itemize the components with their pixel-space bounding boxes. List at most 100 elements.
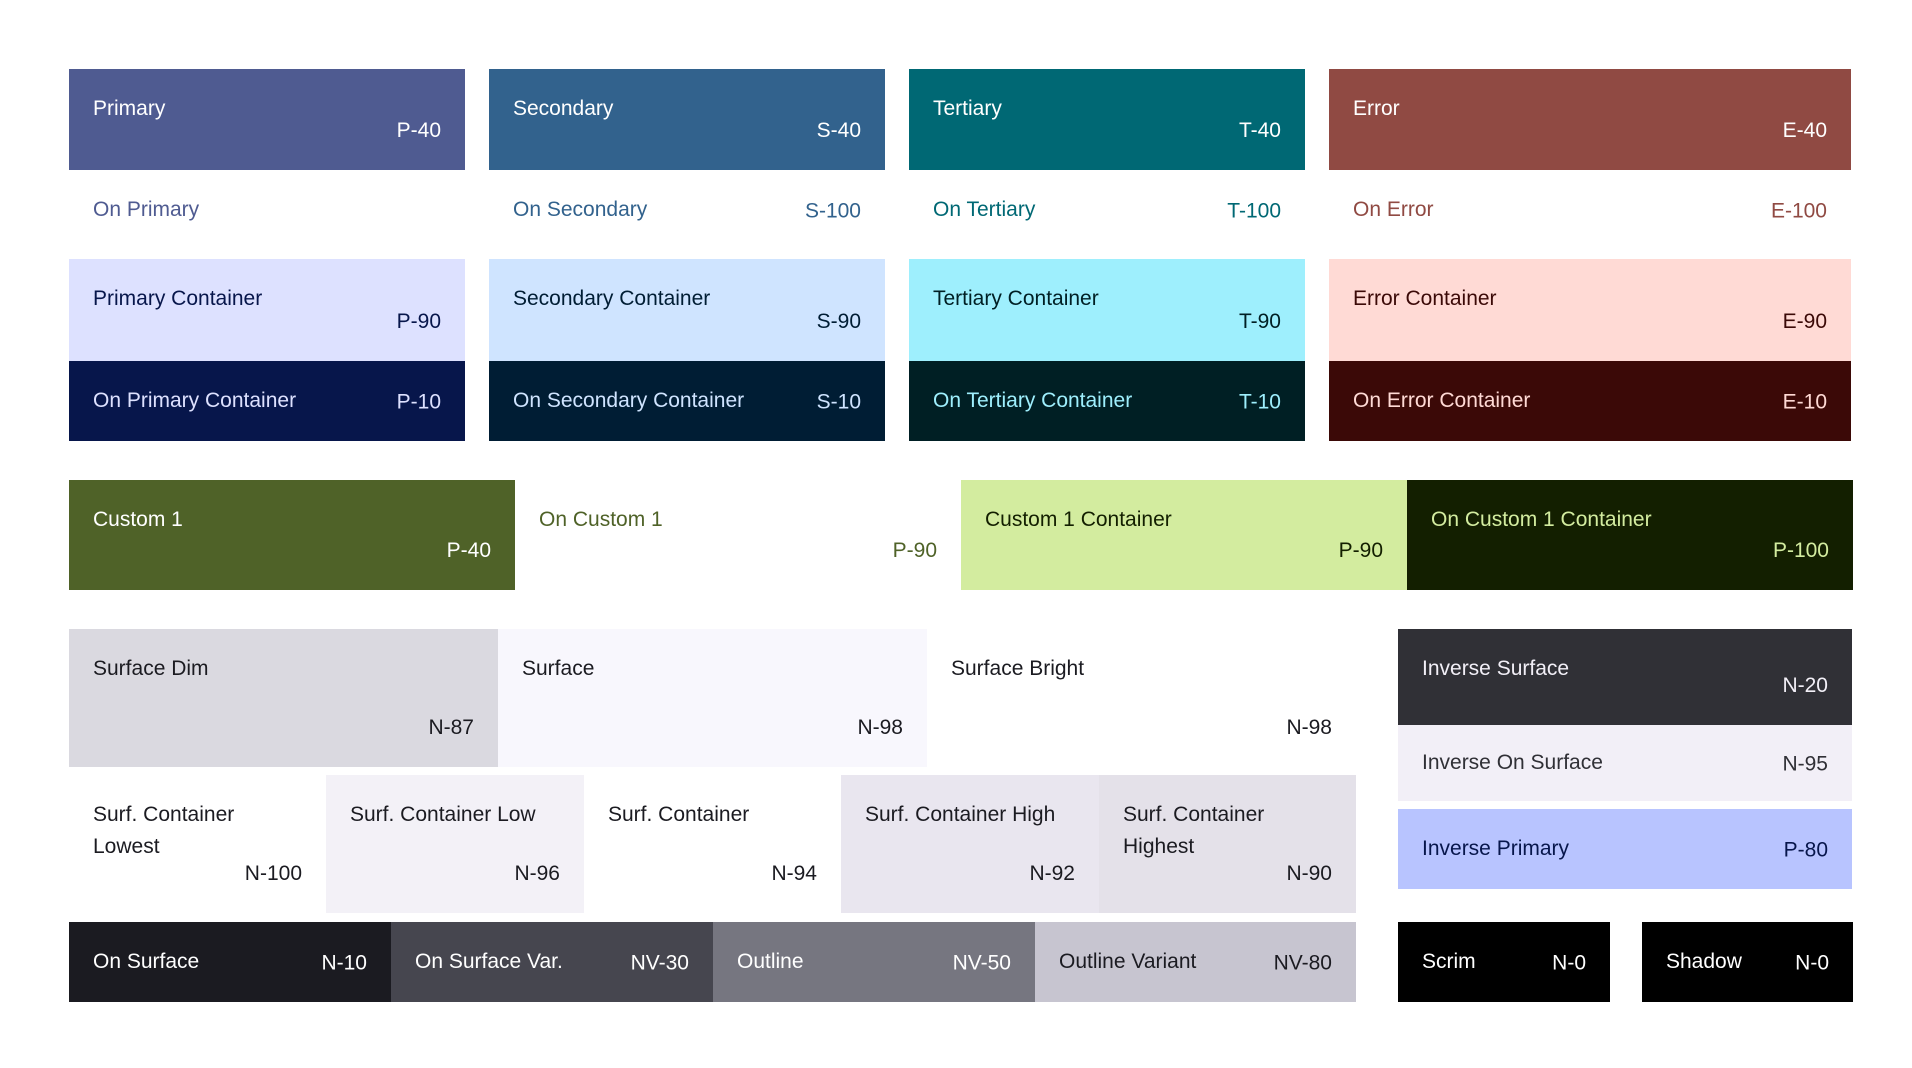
tile-inverse-primary: Inverse Primary P-80 xyxy=(1398,809,1852,889)
tile-code: P-90 xyxy=(396,310,441,333)
tile-name: Outline xyxy=(737,950,804,973)
tile-code: NV-50 xyxy=(952,951,1011,975)
tile-name: On Tertiary Container xyxy=(933,389,1133,412)
tile-code: N-96 xyxy=(514,862,560,885)
tile-on-secondary: On Secondary S-100 xyxy=(489,170,885,250)
tile-name: On Custom 1 Container xyxy=(1431,508,1652,531)
tile-code: P-100 xyxy=(1772,539,1829,562)
tile-surf-container-lowest: Surf. Container Lowest N-100 xyxy=(69,775,326,913)
tile-name: Shadow xyxy=(1666,950,1742,973)
tile-code: N-87 xyxy=(428,716,474,739)
tile-name: Surf. Container Lowest xyxy=(93,803,235,858)
tile-code: N-90 xyxy=(1286,862,1332,885)
tile-name: Tertiary Container xyxy=(933,287,1099,310)
tile-code: N-92 xyxy=(1029,862,1075,885)
tile-inverse-on-surface: Inverse On Surface N-95 xyxy=(1398,725,1852,801)
tile-name: Inverse Surface xyxy=(1422,657,1570,680)
tile-code: S-100 xyxy=(804,199,861,223)
tile-code: T-10 xyxy=(1238,390,1281,414)
tile-name: On Primary xyxy=(93,198,200,221)
tile-name: On Error Container xyxy=(1353,389,1531,412)
tile-name: Error Container xyxy=(1353,287,1497,310)
tile-name: On Tertiary xyxy=(933,198,1036,221)
tile-name: Outline Variant xyxy=(1059,950,1197,973)
tile-surface-bright: Surface Bright N-98 xyxy=(927,629,1356,767)
tile-code: P-80 xyxy=(1783,838,1828,862)
tile-code: NV-80 xyxy=(1273,951,1332,975)
tile-scrim: Scrim N-0 xyxy=(1398,922,1610,1002)
tile-code: S-10 xyxy=(816,390,861,414)
tile-code: T-90 xyxy=(1238,310,1281,333)
tile-code: E-100 xyxy=(1770,199,1827,223)
tile-outline: Outline NV-50 xyxy=(713,922,1035,1002)
tile-code: S-90 xyxy=(816,310,861,333)
tile-name: On Error xyxy=(1353,198,1434,221)
tile-on-primary: On Primary xyxy=(69,170,465,250)
tile-name: Custom 1 Container xyxy=(985,508,1172,531)
tile-code: N-0 xyxy=(1552,951,1586,975)
tile-code: P-10 xyxy=(396,390,441,414)
tile-name: Surf. Container Low xyxy=(350,803,536,826)
tile-secondary: Secondary S-40 xyxy=(489,69,885,170)
tile-code: P-40 xyxy=(446,539,491,562)
tile-code: N-100 xyxy=(244,862,302,885)
tile-name: On Custom 1 xyxy=(539,508,663,531)
tile-name: Surf. Container Highest xyxy=(1123,803,1265,858)
tile-name: Surface Dim xyxy=(93,657,209,680)
tile-on-tertiary-container: On Tertiary Container T-10 xyxy=(909,361,1305,441)
tile-name: Secondary xyxy=(513,97,614,120)
tile-code: P-90 xyxy=(892,539,937,562)
tile-name: Primary Container xyxy=(93,287,263,310)
tile-tertiary-container: Tertiary Container T-90 xyxy=(909,259,1305,361)
tile-primary-container: Primary Container P-90 xyxy=(69,259,465,361)
tile-name: Inverse Primary xyxy=(1422,837,1570,860)
tile-primary: Primary P-40 xyxy=(69,69,465,170)
tile-on-error-container: On Error Container E-10 xyxy=(1329,361,1851,441)
tile-tertiary: Tertiary T-40 xyxy=(909,69,1305,170)
tile-surface: Surface N-98 xyxy=(498,629,927,767)
tile-code: N-0 xyxy=(1795,951,1829,975)
tile-on-tertiary: On Tertiary T-100 xyxy=(909,170,1305,250)
tile-name: On Primary Container xyxy=(93,389,297,412)
tile-surf-container-high: Surf. Container High N-92 xyxy=(841,775,1099,913)
tile-custom1: Custom 1 P-40 xyxy=(69,480,515,590)
tile-code: T-100 xyxy=(1227,199,1281,223)
tile-name: Surf. Container xyxy=(608,803,750,826)
tile-code: N-95 xyxy=(1782,752,1828,776)
tile-on-primary-container: On Primary Container P-10 xyxy=(69,361,465,441)
tile-name: On Surface xyxy=(93,950,200,973)
tile-inverse-surface: Inverse Surface N-20 xyxy=(1398,629,1852,725)
tile-name: Inverse On Surface xyxy=(1422,751,1603,774)
tile-on-surface-var: On Surface Var. NV-30 xyxy=(391,922,713,1002)
tile-name: Surface xyxy=(522,657,595,680)
tile-name: On Surface Var. xyxy=(415,950,563,973)
tile-on-custom1-container: On Custom 1 Container P-100 xyxy=(1407,480,1853,590)
tile-name: Custom 1 xyxy=(93,508,183,531)
tile-code: N-98 xyxy=(857,716,903,739)
tile-surf-container: Surf. Container N-94 xyxy=(584,775,841,913)
tile-error-container: Error Container E-90 xyxy=(1329,259,1851,361)
tile-on-surface: On Surface N-10 xyxy=(69,922,391,1002)
tile-code: NV-30 xyxy=(630,951,689,975)
tile-code: T-40 xyxy=(1238,119,1281,142)
tile-name: Surf. Container High xyxy=(865,803,1056,826)
tile-surf-container-highest: Surf. Container Highest N-90 xyxy=(1099,775,1356,913)
tile-code: E-90 xyxy=(1782,310,1827,333)
tile-on-error: On Error E-100 xyxy=(1329,170,1851,250)
tile-name: Error xyxy=(1353,97,1400,120)
tile-code: N-94 xyxy=(771,862,817,885)
tile-on-secondary-container: On Secondary Container S-10 xyxy=(489,361,885,441)
tile-name: Scrim xyxy=(1422,950,1476,973)
tile-secondary-container: Secondary Container S-90 xyxy=(489,259,885,361)
tile-name: Tertiary xyxy=(933,97,1002,120)
tile-code: N-98 xyxy=(1286,716,1332,739)
tile-code: N-10 xyxy=(321,951,367,975)
tile-custom1-container: Custom 1 Container P-90 xyxy=(961,480,1407,590)
tile-code: E-10 xyxy=(1782,390,1827,414)
tile-error: Error E-40 xyxy=(1329,69,1851,170)
tile-code: P-90 xyxy=(1338,539,1383,562)
tile-code: E-40 xyxy=(1782,119,1827,142)
tile-code: N-20 xyxy=(1782,674,1828,697)
tile-name: Surface Bright xyxy=(951,657,1085,680)
tile-code: S-40 xyxy=(816,119,861,142)
